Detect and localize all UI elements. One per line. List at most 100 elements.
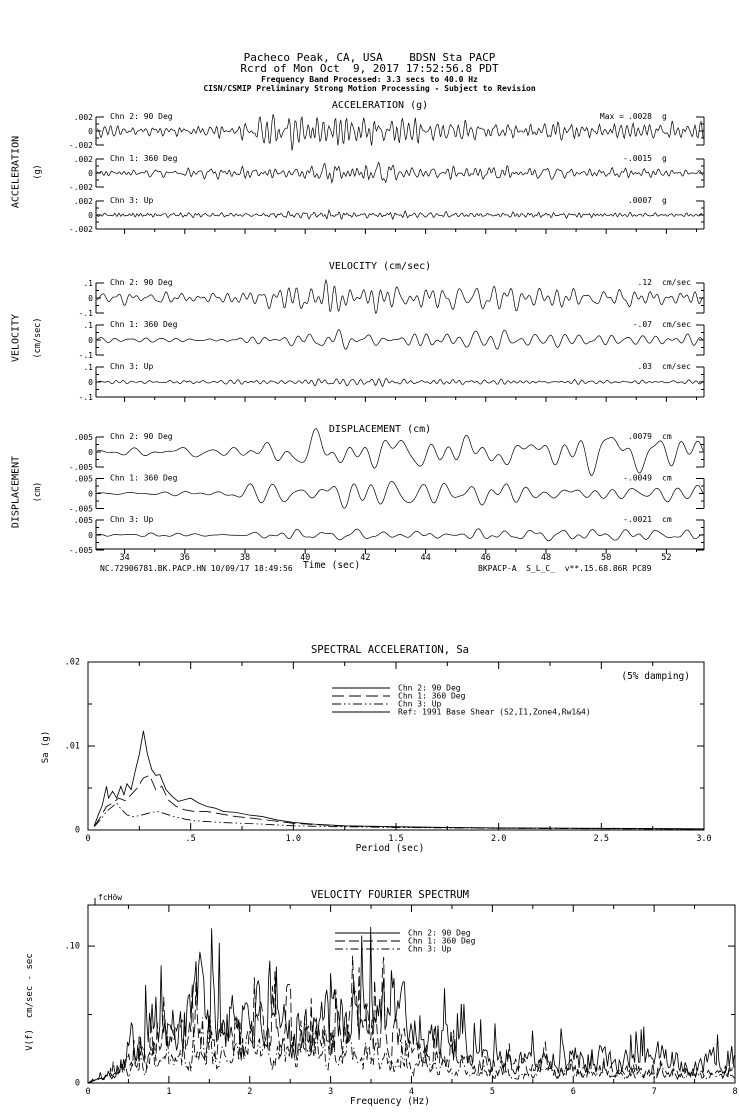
g1-trace0-waveform	[96, 278, 704, 314]
time-tick-label: 36	[180, 553, 190, 563]
fourier-xtick-label: 8	[732, 1087, 737, 1097]
sa-series-0	[93, 730, 705, 830]
fourier-xtick-label: 5	[490, 1087, 495, 1097]
g1-trace1-scale-zero: 0	[88, 336, 93, 345]
g0-trace2-channel-label: Chn 3: Up	[110, 196, 154, 205]
fourier-xtick-label: 6	[571, 1087, 576, 1097]
g1-trace1-scale-bottom: -.1	[79, 351, 94, 360]
sa-xtick-label: .5	[186, 834, 196, 844]
fourier-legend-label: Chn 3: Up	[408, 945, 452, 954]
sa-chart-title: SPECTRAL ACCELERATION, Sa	[310, 644, 470, 656]
fourier-ytick-label: 0	[75, 1079, 80, 1089]
sa-xtick-label: 0	[85, 834, 90, 844]
sa-legend-label: Chn 3: Up	[398, 700, 442, 709]
sa-xtick-label: 1.5	[388, 834, 403, 844]
g0-trace1-scale-zero: 0	[88, 169, 93, 178]
frequency-band-note: Frequency Band Processed: 3.3 secs to 40…	[261, 75, 478, 84]
g0-trace2-scale-bottom: -.002	[69, 225, 93, 234]
damping-note: (5% damping)	[621, 671, 690, 682]
record-datetime: Rcrd of Mon Oct 9, 2017 17:52:56.8 PDT	[240, 62, 499, 75]
g1-trace2-scale-bottom: -.1	[79, 393, 94, 402]
g1-trace0-max-value: .12	[638, 278, 653, 287]
g2-trace2-scale-top: .005	[74, 516, 93, 525]
g1-trace2-channel-label: Chn 3: Up	[110, 362, 154, 371]
g2-trace2-max-unit: cm	[662, 515, 672, 524]
sa-series-1	[93, 774, 705, 830]
fourier-series-1	[87, 955, 735, 1084]
g1-trace0-max-unit: cm/sec	[662, 278, 691, 287]
record-id-footer: NC.72906781.BK.PACP.HN 10/09/17 18:49:56	[100, 564, 293, 573]
g1-trace1-max-value: -.07	[633, 320, 652, 329]
g0-trace2-scale-top: .002	[74, 197, 93, 206]
sa-xtick-label: 3.0	[696, 834, 711, 844]
time-tick-label: 38	[240, 553, 250, 563]
g0-trace0-scale-zero: 0	[88, 127, 93, 136]
g2-trace1-waveform	[96, 480, 704, 509]
g2-trace2-scale-zero: 0	[88, 531, 93, 540]
time-tick-label: 44	[420, 553, 430, 563]
fourier-xtick-label: 0	[85, 1087, 90, 1097]
time-tick-label: 46	[481, 553, 491, 563]
fourier-xtick-label: 4	[409, 1087, 414, 1097]
fourier-chart-title: VELOCITY FOURIER SPECTRUM	[310, 889, 470, 901]
time-tick-label: 52	[661, 553, 671, 563]
g1-trace1-waveform	[96, 329, 704, 350]
time-tick-label: 48	[541, 553, 551, 563]
g0-trace2-scale-zero: 0	[88, 211, 93, 220]
sa-ytick-label: 0	[75, 826, 80, 836]
g2-trace2-waveform	[96, 528, 704, 542]
displacement-title: DISPLACEMENT (cm)	[328, 424, 432, 435]
g1-trace1-max-unit: cm/sec	[662, 320, 691, 329]
g1-trace2-scale-zero: 0	[88, 378, 93, 387]
g2-trace1-channel-label: Chn 1: 360 Deg	[110, 474, 178, 483]
g0-trace0-max-prefix: Max =	[600, 112, 624, 121]
fourier-xtick-label: 3	[328, 1087, 333, 1097]
g2-trace2-scale-bottom: -.005	[69, 546, 93, 555]
time-axis-label: Time (sec)	[303, 560, 361, 571]
g0-trace1-waveform	[96, 161, 704, 184]
g1-trace2-max-unit: cm/sec	[662, 362, 691, 371]
g0-trace0-scale-top: .002	[74, 113, 93, 122]
g2-trace1-scale-zero: 0	[88, 490, 93, 499]
g0-trace2-max-unit: g	[662, 196, 667, 205]
fourier-legend-label: Chn 2: 90 Deg	[408, 929, 471, 938]
g2-trace0-max-value: .0079	[628, 432, 652, 441]
sa-ytick-label: .02	[65, 658, 80, 668]
sa-legend-label: Chn 2: 90 Deg	[398, 684, 461, 693]
fourier-ytick-label: .10	[65, 942, 80, 952]
sa-legend-label: Chn 1: 360 Deg	[398, 692, 466, 701]
fourier-series-2	[87, 1016, 735, 1084]
g0-trace0-scale-bottom: -.002	[69, 141, 93, 150]
sa-xtick-label: 2.5	[594, 834, 609, 844]
g2-trace2-max-value: -.0021	[623, 515, 652, 524]
sa-series-2	[93, 802, 705, 830]
acceleration-title: ACCELERATION (g)	[331, 100, 429, 111]
g0-trace0-waveform	[96, 114, 704, 151]
g0-trace1-channel-label: Chn 1: 360 Deg	[110, 154, 178, 163]
sa-plot-box	[87, 661, 705, 831]
fourier-xlabel: Frequency (Hz)	[349, 1096, 431, 1107]
station-title: Pacheco Peak, CA, USA BDSN Sta PACP	[243, 51, 496, 64]
sa-legend-label: Ref: 1991 Base Shear (S2,I1,Zone4,Rw1&4)	[398, 708, 591, 717]
time-tick-label: 42	[360, 553, 370, 563]
fourier-xtick-label: 1	[166, 1087, 171, 1097]
g0-trace1-scale-top: .002	[74, 155, 93, 164]
g2-trace1-max-unit: cm	[662, 474, 672, 483]
g2-trace0-scale-top: .005	[74, 433, 93, 442]
g0-trace1-max-unit: g	[662, 154, 667, 163]
sa-xtick-label: 2.0	[491, 834, 506, 844]
g0-trace1-scale-bottom: -.002	[69, 183, 93, 192]
g1-trace2-max-value: .03	[638, 362, 653, 371]
fourier-xtick-label: 2	[247, 1087, 252, 1097]
sa-xlabel: Period (sec)	[355, 843, 425, 854]
g1-trace2-scale-top: .1	[83, 363, 93, 372]
g2-trace0-waveform	[96, 428, 704, 477]
g2-trace0-scale-zero: 0	[88, 448, 93, 457]
g2-trace0-channel-label: Chn 2: 90 Deg	[110, 432, 173, 441]
g1-trace1-scale-top: .1	[83, 321, 93, 330]
g1-trace1-channel-label: Chn 1: 360 Deg	[110, 320, 178, 329]
g2-trace1-scale-bottom: -.005	[69, 505, 93, 514]
g1-trace0-channel-label: Chn 2: 90 Deg	[110, 278, 173, 287]
processing-id-footer: BKPACP-A S_L_C_ v**.15.68.86R PC89	[478, 564, 652, 573]
